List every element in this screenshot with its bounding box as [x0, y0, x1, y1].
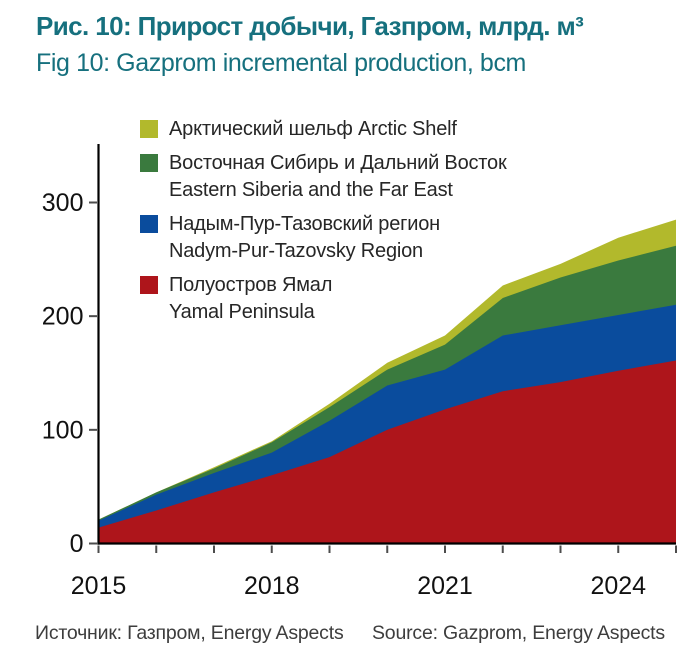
legend-item-eastern-siberia-far-east: Восточная Сибирь и Дальний Восток Eastern… [140, 150, 507, 204]
y-axis-label-200: 200 [42, 303, 84, 331]
x-axis-label-2021: 2021 [417, 572, 473, 600]
figure-title-russian: Рис. 10: Прирост добычи, Газпром, млрд. … [36, 11, 584, 41]
y-axis-label-100: 100 [42, 416, 84, 444]
legend-label-nadym-pur-tazovsky: Надым-Пур-Тазовский регион Nadym-Pur-Tazo… [169, 211, 440, 265]
legend-swatch-yamal-peninsula [140, 276, 158, 294]
legend-label-line: Надым-Пур-Тазовский регион [169, 213, 440, 235]
legend-label-eastern-siberia-far-east: Восточная Сибирь и Дальний Восток Eastern… [169, 150, 507, 204]
legend-label-line: Полуостров Ямал [169, 274, 333, 296]
chart-legend: Арктический шельф Arctic Shelf Восточная … [140, 116, 507, 333]
legend-swatch-nadym-pur-tazovsky [140, 215, 158, 233]
source-note-english: Source: Gazprom, Energy Aspects [372, 622, 665, 644]
x-axis-label-2024: 2024 [590, 572, 646, 600]
legend-item-arctic-shelf: Арктический шельф Arctic Shelf [140, 116, 507, 143]
legend-label-line: Eastern Siberia and the Far East [169, 179, 453, 201]
legend-label-line: Yamal Peninsula [169, 301, 315, 323]
x-axis-label-2018: 2018 [244, 572, 300, 600]
legend-label-line: Nadym-Pur-Tazovsky Region [169, 240, 423, 262]
area-yamal-peninsula [98, 360, 676, 544]
y-axis-label-0: 0 [70, 530, 84, 558]
source-note-russian: Источник: Газпром, Energy Aspects [35, 622, 344, 644]
legend-label-line: Восточная Сибирь и Дальний Восток [169, 152, 507, 174]
legend-label-line: Арктический шельф Arctic Shelf [169, 118, 457, 140]
y-axis-label-300: 300 [42, 189, 84, 217]
legend-swatch-eastern-siberia-far-east [140, 154, 158, 172]
legend-swatch-arctic-shelf [140, 120, 158, 138]
x-axis-label-2015: 2015 [71, 572, 127, 600]
figure-title-english: Fig 10: Gazprom incremental production, … [36, 49, 526, 77]
legend-label-arctic-shelf: Арктический шельф Arctic Shelf [169, 116, 457, 143]
figure-title: Рис. 10: Прирост добычи, Газпром, млрд. … [36, 8, 584, 81]
legend-item-yamal-peninsula: Полуостров Ямал Yamal Peninsula [140, 272, 507, 326]
legend-label-yamal-peninsula: Полуостров Ямал Yamal Peninsula [169, 272, 332, 326]
legend-item-nadym-pur-tazovsky: Надым-Пур-Тазовский регион Nadym-Pur-Tazo… [140, 211, 507, 265]
